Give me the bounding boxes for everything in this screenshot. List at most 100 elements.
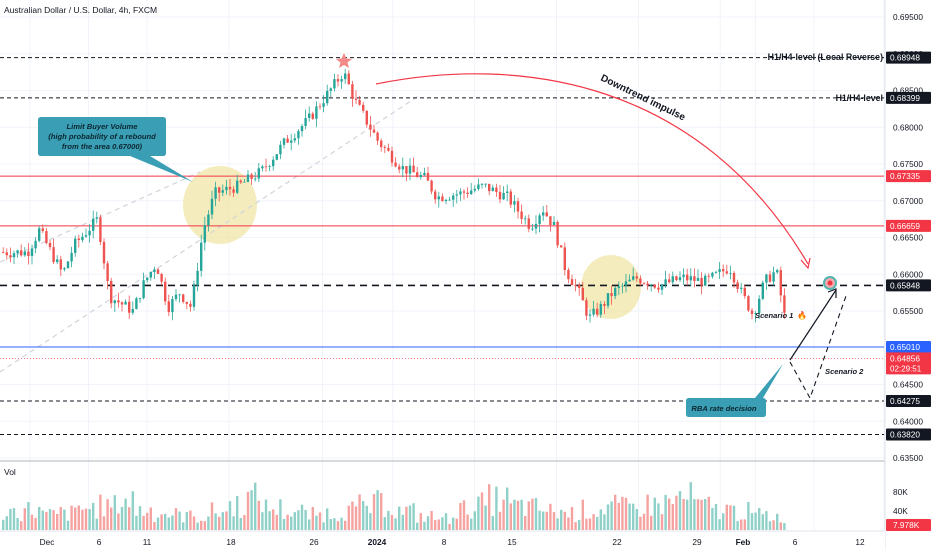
volume-bar [84, 508, 88, 530]
candle-body [736, 282, 739, 289]
candle-body [110, 280, 113, 304]
level-label-text: 0.66659 [890, 221, 920, 231]
candle-body [369, 124, 372, 130]
candle-body [498, 191, 502, 200]
level-label-box [886, 428, 931, 441]
volume-bar [192, 516, 196, 530]
candle-body [624, 281, 628, 286]
candle-body [74, 238, 77, 253]
volume-bar [372, 494, 376, 530]
candle-body [444, 199, 448, 202]
candle-body [556, 221, 559, 246]
limit-buyer-line-1: Limit Buyer Volume [66, 122, 138, 131]
candle-body [714, 271, 718, 273]
volume-bar [304, 509, 307, 530]
price-axis[interactable]: 0.695000.690000.685000.680000.675000.670… [884, 0, 932, 550]
candle-body [761, 282, 764, 299]
volume-bar [5, 516, 8, 530]
candle-body [563, 247, 566, 271]
volume-bar [261, 512, 264, 530]
candle-body [722, 269, 725, 272]
volume-bar [758, 508, 761, 530]
candle-body [743, 287, 746, 297]
scenario-2-path [789, 295, 847, 400]
candle-body [120, 302, 124, 305]
volume-bar [52, 510, 55, 530]
candle-body [434, 191, 437, 200]
candle-body [617, 286, 620, 288]
candle-body [592, 308, 595, 315]
volume-bar [732, 505, 736, 530]
candle-body [30, 248, 34, 256]
volume-bar [243, 515, 246, 530]
volume-bar [12, 508, 16, 530]
candle-body [340, 79, 343, 82]
volume-bar [347, 505, 350, 530]
volume-bar [671, 503, 674, 530]
volume-bar [513, 499, 516, 530]
candle-body [596, 308, 599, 315]
candle-body [16, 250, 19, 254]
volume-bar [660, 514, 664, 530]
level-label-box [886, 219, 931, 232]
level-label-text: 0.64275 [890, 396, 920, 406]
candle-body [38, 228, 41, 241]
volume-bar [477, 496, 480, 530]
candle-body [322, 103, 325, 107]
candle-body [408, 165, 412, 174]
volume-bar [164, 513, 167, 530]
volume-bar [635, 508, 638, 530]
volume-bar [412, 503, 415, 530]
volume-bar [200, 520, 203, 530]
candle-body [63, 268, 66, 270]
candle-body [520, 211, 523, 219]
scenario-1-arrowhead [827, 288, 837, 298]
volume-bar [423, 521, 426, 530]
candle-body [488, 183, 491, 192]
volume-bar [419, 513, 422, 530]
candle-body [401, 166, 404, 170]
volume-bar [135, 515, 138, 530]
time-tick-label: 12 [855, 537, 865, 547]
level-label-box [886, 51, 931, 64]
candle-body [732, 272, 736, 283]
volume-bar [657, 503, 660, 530]
candle-body [718, 269, 721, 272]
candle-body [686, 274, 689, 281]
scenario-1-arrow [789, 289, 837, 361]
trend-line-lower [0, 94, 421, 373]
time-tick-label: 18 [226, 537, 236, 547]
volume-bar [362, 501, 365, 530]
volume-bar [444, 513, 448, 530]
volume-bar [480, 492, 484, 530]
level-label-box [886, 170, 931, 183]
candle-body [311, 113, 314, 119]
candle-body [477, 184, 480, 189]
volume-bar [538, 510, 541, 530]
candle-body [326, 90, 329, 104]
candle-body [628, 279, 631, 282]
candle-body [52, 247, 55, 263]
volume-bar [603, 514, 606, 530]
volume-bar [99, 494, 102, 530]
candle-body [92, 218, 95, 231]
candle-body [664, 279, 667, 285]
volume-bar [326, 508, 329, 530]
candle-body [480, 183, 484, 185]
volume-bar [473, 511, 476, 530]
level-label-box [886, 91, 931, 104]
candle-body [635, 276, 638, 279]
volume-bar [239, 518, 242, 530]
volume-bar [704, 499, 707, 530]
volume-bar [754, 512, 757, 530]
volume-bar [333, 518, 336, 530]
time-axis[interactable]: Dec 6 11 18 26 2024 8 15 22 29 Feb 6 12 [0, 530, 885, 550]
level-label-text: 0.68399 [890, 93, 920, 103]
candle-body [459, 191, 462, 195]
volume-bar [383, 517, 386, 530]
candle-body [671, 276, 674, 283]
volume-bar [203, 521, 206, 530]
candle-body [509, 191, 512, 205]
volume-bar [189, 510, 192, 530]
volume-bar [138, 506, 142, 530]
